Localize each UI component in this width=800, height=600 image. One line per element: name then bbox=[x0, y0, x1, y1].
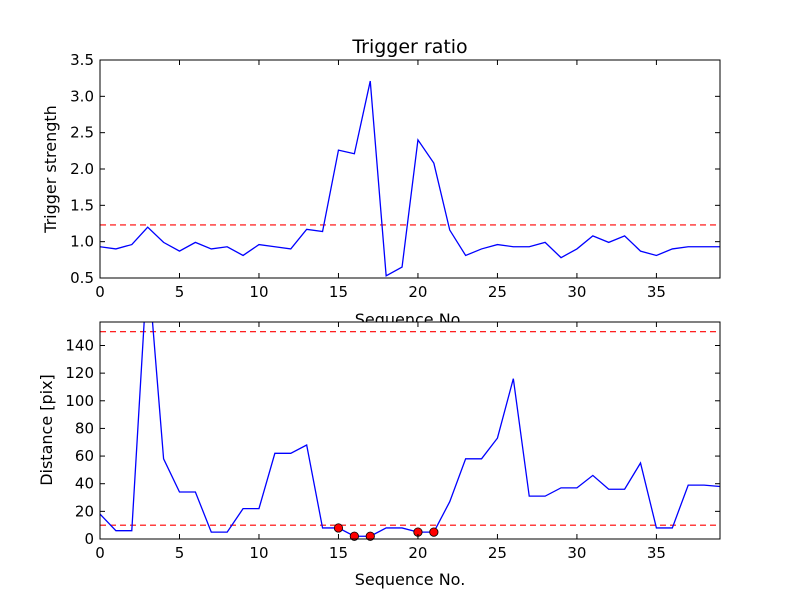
data-marker bbox=[429, 527, 439, 537]
y-axis-label-top: Trigger strength bbox=[41, 105, 60, 234]
y-tick-label: 80 bbox=[75, 419, 94, 437]
x-tick-label: 15 bbox=[329, 544, 348, 562]
ticks-top: 0 5 10 15 20 25 30 35 0.5 1.0 1.5 2.0 2.5 3.0 3.5 bbox=[70, 51, 720, 301]
x-tick-label: 5 bbox=[175, 283, 185, 301]
series-line-top-0 bbox=[100, 80, 720, 277]
x-tick-label: 35 bbox=[647, 283, 666, 301]
ticks-bottom: 0 5 10 15 20 25 30 35 0 20 40 60 80 100 120 140 bbox=[65, 322, 720, 562]
plot-area-bottom bbox=[100, 322, 720, 539]
y-tick-label: 2.0 bbox=[70, 160, 94, 178]
y-axis-label-bottom: Distance [pix] bbox=[37, 374, 56, 486]
series-group-bottom bbox=[100, 322, 720, 537]
x-tick-label: 25 bbox=[488, 544, 507, 562]
y-tick-label: 20 bbox=[75, 502, 94, 520]
x-tick-label: 0 bbox=[95, 544, 105, 562]
series-group-top bbox=[100, 80, 720, 277]
x-tick-label: 25 bbox=[488, 283, 507, 301]
y-tick-label: 120 bbox=[65, 364, 94, 382]
x-tick-label: 15 bbox=[329, 283, 348, 301]
axes-frame-bottom bbox=[99, 321, 721, 540]
x-tick-label: 0 bbox=[95, 283, 105, 301]
distance-plot: 0 5 10 15 20 25 30 35 0 20 40 60 80 100 120 140 Sequenc… bbox=[37, 321, 721, 589]
x-tick-label: 35 bbox=[647, 544, 666, 562]
y-tick-label: 3.0 bbox=[70, 87, 94, 105]
y-tick-label: 2.5 bbox=[70, 124, 94, 142]
data-marker bbox=[349, 531, 359, 541]
threshold-lines-bottom bbox=[100, 331, 720, 526]
marker-group-bottom bbox=[333, 523, 439, 541]
x-tick-label: 20 bbox=[408, 283, 427, 301]
trigger-ratio-plot: 0 5 10 15 20 25 30 35 0.5 1.0 1.5 2.0 2.5 3.0 3.5 Trig… bbox=[41, 36, 721, 329]
x-tick-label: 30 bbox=[567, 544, 586, 562]
x-tick-label: 10 bbox=[249, 283, 268, 301]
data-marker bbox=[333, 523, 344, 533]
plot-area-top bbox=[100, 60, 720, 278]
series-line-bottom-0 bbox=[100, 322, 720, 537]
y-tick-label: 1.5 bbox=[70, 196, 94, 214]
y-tick-label: 100 bbox=[65, 392, 94, 410]
x-tick-label: 10 bbox=[249, 544, 268, 562]
x-tick-label: 30 bbox=[567, 283, 586, 301]
y-tick-label: 3.5 bbox=[70, 51, 94, 69]
y-tick-label: 40 bbox=[75, 475, 94, 493]
y-tick-label: 0 bbox=[84, 530, 94, 548]
x-tick-label: 5 bbox=[175, 544, 185, 562]
data-marker bbox=[365, 531, 375, 541]
x-tick-label: 20 bbox=[408, 544, 427, 562]
chart-title: Trigger ratio bbox=[351, 36, 467, 58]
y-tick-label: 1.0 bbox=[70, 233, 94, 251]
y-tick-label: 140 bbox=[65, 336, 94, 354]
y-tick-label: 60 bbox=[75, 447, 94, 465]
x-axis-label-bottom: Sequence No. bbox=[355, 570, 466, 589]
y-tick-label: 0.5 bbox=[70, 269, 94, 287]
